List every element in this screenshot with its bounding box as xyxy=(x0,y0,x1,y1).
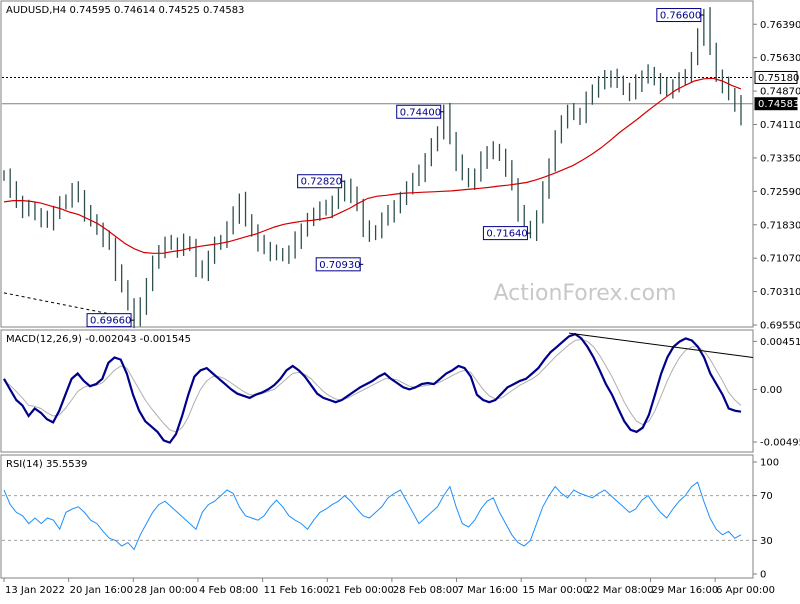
macd-line xyxy=(3,332,742,444)
price-tick-label: 0.71830 xyxy=(760,220,800,231)
price-tick-label: 0.74110 xyxy=(760,120,800,131)
watermark: ActionForex.com xyxy=(494,281,677,306)
time-tick-label: 29 Mar 16:00 xyxy=(651,585,718,596)
macd-title: MACD(12,26,9) -0.002043 -0.001545 xyxy=(6,334,191,345)
macd-tick-label: -0.00495 xyxy=(760,438,800,449)
price-reference-badge xyxy=(754,70,798,84)
rsi-axis-ticks: 100 70 30 0 xyxy=(753,458,779,581)
time-tick-label: 11 Feb 16:00 xyxy=(264,585,330,596)
price-tick-label: 0.69550 xyxy=(760,321,800,332)
annotation-label: 0.71640 xyxy=(486,229,527,240)
rsi-line xyxy=(3,481,742,551)
annotation-label: 0.72820 xyxy=(301,177,342,188)
time-tick-label: 7 Mar 16:00 xyxy=(458,585,518,596)
price-axis-ticks: 0.76390 0.75630 0.74870 0.74110 0.73350 0.725… xyxy=(753,20,800,332)
rsi-tick-label: 100 xyxy=(760,458,779,469)
rsi-level-lines xyxy=(2,495,753,541)
time-tick-label: 21 Feb 00:00 xyxy=(328,585,394,596)
moving-average-line xyxy=(3,77,742,254)
macd-axis-ticks: 0.004517 0.00 -0.00495 xyxy=(753,337,800,449)
price-bars xyxy=(3,7,742,329)
price-panel: AUDUSD,H4 0.74595 0.74614 0.74525 0.7458… xyxy=(0,0,800,332)
price-panel-border xyxy=(0,0,754,328)
time-tick-label: 15 Mar 00:00 xyxy=(522,585,589,596)
time-axis-ticks: 13 Jan 2022 20 Jan 16:00 28 Jan 00:00 4 Feb… xyxy=(3,578,775,596)
price-reference-lines: 0.75180 0.74583 xyxy=(2,70,799,111)
annotation-box xyxy=(656,8,702,23)
rsi-panel: RSI(14) 35.5539 100 70 30 0 xyxy=(0,454,779,581)
time-tick-label: 28 Jan 00:00 xyxy=(134,585,197,596)
macd-tick-label: 0.00 xyxy=(760,385,782,396)
price-tick-label: 0.71070 xyxy=(760,254,800,265)
price-tick-label: 0.70310 xyxy=(760,287,800,298)
price-tick-label: 0.72590 xyxy=(760,187,800,198)
macd-tick-label: 0.004517 xyxy=(760,337,800,348)
macd-signal-line xyxy=(3,338,742,433)
annotation-label: 0.74400 xyxy=(400,107,441,118)
price-tick-label: 0.74870 xyxy=(760,87,800,98)
time-tick-label: 22 Mar 08:00 xyxy=(587,585,654,596)
time-tick-label: 28 Feb 08:00 xyxy=(393,585,459,596)
time-tick-label: 6 Apr 00:00 xyxy=(716,585,775,596)
price-reference-badge xyxy=(754,97,798,111)
annotation-box xyxy=(297,174,343,189)
price-header: AUDUSD,H4 0.74595 0.74614 0.74525 0.7458… xyxy=(6,5,244,16)
annotation-label: 0.76600 xyxy=(660,11,701,22)
annotation-box xyxy=(396,104,442,119)
price-reference-label: 0.75180 xyxy=(758,73,799,84)
time-tick-label: 13 Jan 2022 xyxy=(5,585,65,596)
macd-panel-border xyxy=(0,329,754,453)
price-annotations: 0.76600 0.74400 0.72820 0.71640 0.70930 0.696… xyxy=(86,8,704,328)
rsi-tick-label: 70 xyxy=(760,491,773,502)
annotation-label: 0.69660 xyxy=(90,316,131,327)
rsi-panel-border xyxy=(0,454,754,579)
macd-trend-line xyxy=(568,332,754,358)
annotation-box xyxy=(482,226,528,241)
price-tick-label: 0.76390 xyxy=(760,20,800,31)
macd-panel: MACD(12,26,9) -0.002043 -0.001545 0.0045… xyxy=(0,329,800,453)
rsi-tick-label: 30 xyxy=(760,536,773,547)
price-reference-label: 0.74583 xyxy=(758,99,799,110)
annotation-label: 0.70930 xyxy=(319,260,360,271)
time-tick-label: 4 Feb 08:00 xyxy=(199,585,258,596)
price-tick-label: 0.73350 xyxy=(760,153,800,164)
annotation-box xyxy=(315,257,361,272)
annotation-box xyxy=(86,313,132,328)
price-tick-label: 0.75630 xyxy=(760,53,800,64)
time-tick-label: 20 Jan 16:00 xyxy=(70,585,133,596)
rsi-tick-label: 0 xyxy=(760,570,766,581)
rsi-title: RSI(14) 35.5539 xyxy=(6,459,87,470)
